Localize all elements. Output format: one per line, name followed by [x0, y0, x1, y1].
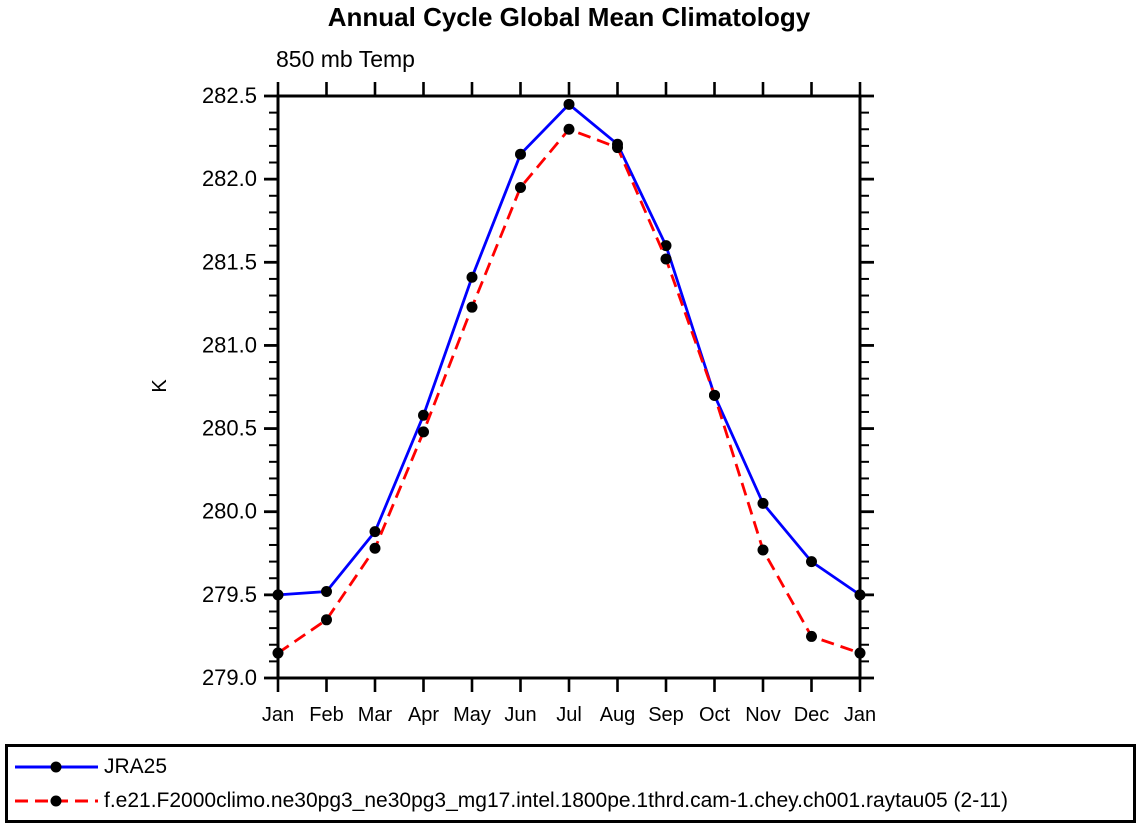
- x-tick-label: Aug: [600, 704, 636, 726]
- x-tick-label: Mar: [358, 704, 393, 726]
- x-tick-label: May: [453, 704, 491, 726]
- x-tick-label: Jul: [556, 704, 582, 726]
- legend-row-jra25: JRA25: [13, 750, 1133, 784]
- data-point-marker: [272, 647, 284, 659]
- x-tick-label: Jan: [262, 704, 294, 726]
- data-point-marker: [709, 389, 720, 401]
- legend-line-sample-dashed: [15, 795, 98, 807]
- y-tick-label: 280.0: [202, 499, 257, 524]
- legend-label: f.e21.F2000climo.ne30pg3_ne30pg3_mg17.in…: [104, 789, 1009, 812]
- plot-frame: [276, 94, 862, 680]
- series-line-0: [277, 102, 861, 597]
- x-tick-label: Jun: [504, 704, 536, 726]
- data-point-marker: [321, 614, 332, 626]
- x-tick-label: Nov: [745, 704, 781, 726]
- data-point-marker: [369, 542, 381, 554]
- legend-marker-dot-icon: [50, 795, 62, 807]
- data-point-marker: [612, 142, 623, 154]
- legend-marker-dot-icon: [50, 761, 62, 773]
- x-tick-label: Apr: [408, 704, 439, 726]
- y-tick-label: 279.5: [202, 582, 257, 607]
- data-point-marker: [660, 253, 672, 265]
- data-point-marker: [854, 589, 866, 601]
- data-point-marker: [418, 426, 429, 438]
- data-point-marker: [369, 526, 381, 538]
- data-point-marker: [321, 586, 332, 598]
- data-point-marker: [806, 630, 817, 642]
- legend-row-model: f.e21.F2000climo.ne30pg3_ne30pg3_mg17.in…: [13, 784, 1133, 818]
- series-line-1: [277, 127, 861, 655]
- legend-line-sample-solid: [15, 761, 98, 773]
- chart-plot: Jan Feb Mar Apr May Jun Jul Aug Sep Oct Nov Dec Jan2…: [202, 82, 876, 726]
- legend-box: JRA25 f.e21.F2000climo.ne30pg3_ne30pg3_m…: [5, 744, 1136, 823]
- data-point-marker: [563, 123, 575, 135]
- data-point-marker: [806, 556, 817, 568]
- page-title: Annual Cycle Global Mean Climatology: [327, 2, 811, 32]
- y-tick-label: 282.5: [202, 83, 257, 108]
- y-tick-label: 279.0: [202, 665, 257, 690]
- data-point-marker: [466, 301, 478, 313]
- data-point-marker: [563, 98, 575, 110]
- data-point-marker: [757, 497, 769, 509]
- x-tick-label: Sep: [648, 704, 684, 726]
- data-point-marker: [466, 271, 478, 283]
- data-point-marker: [515, 181, 526, 193]
- y-tick-label: 281.5: [202, 249, 257, 274]
- legend-label: JRA25: [104, 755, 168, 778]
- x-tick-label: Oct: [699, 704, 731, 726]
- x-tick-label: Jan: [844, 704, 876, 726]
- data-point-marker: [854, 647, 866, 659]
- y-tick-label: 282.0: [202, 166, 257, 191]
- y-tick-label: 280.5: [202, 416, 257, 441]
- data-point-marker: [272, 589, 284, 601]
- x-tick-label: Feb: [309, 704, 343, 726]
- chart-subtitle: 850 mb Temp: [276, 46, 415, 72]
- data-point-marker: [757, 544, 769, 556]
- data-point-marker: [515, 148, 526, 160]
- data-point-marker: [418, 409, 429, 421]
- x-tick-label: Dec: [794, 704, 830, 726]
- data-point-marker: [660, 240, 672, 252]
- y-tick-label: 281.0: [202, 332, 257, 357]
